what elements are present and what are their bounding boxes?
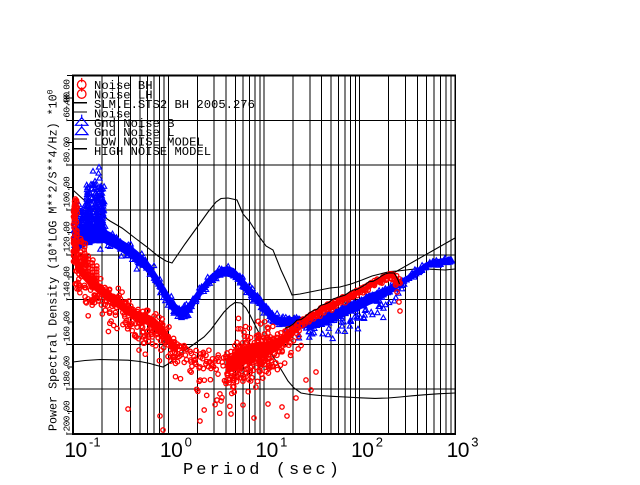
svg-text:10: 10 (447, 439, 469, 462)
svg-text:Power Spectral Density (10*LOG: Power Spectral Density (10*LOG M**2/S**4… (47, 89, 61, 431)
svg-text:-200.00: -200.00 (62, 400, 73, 436)
svg-text:10: 10 (160, 439, 182, 462)
svg-text:1: 1 (280, 435, 287, 450)
svg-text:Period (sec): Period (sec) (183, 461, 342, 480)
svg-text:-140.00: -140.00 (62, 266, 73, 302)
svg-text:0: 0 (185, 435, 192, 450)
svg-text:-60.00: -60.00 (62, 92, 73, 123)
svg-text:Noise: Noise (94, 107, 131, 121)
svg-text:-100.00: -100.00 (62, 176, 73, 212)
svg-text:10: 10 (64, 439, 86, 462)
svg-text:-40.00: -40.00 (62, 79, 73, 110)
svg-text:10: 10 (351, 439, 373, 462)
svg-text:SLM.E.STS2 BH 2005.276: SLM.E.STS2 BH 2005.276 (94, 98, 255, 112)
svg-text:-80.00: -80.00 (62, 136, 73, 167)
svg-text:-180.00: -180.00 (62, 355, 73, 391)
svg-text:3: 3 (471, 435, 478, 450)
svg-text:Noise LH: Noise LH (94, 89, 153, 103)
svg-text:Gnd Noise L: Gnd Noise L (94, 126, 174, 140)
svg-text:Gnd Noise B: Gnd Noise B (94, 117, 174, 131)
svg-text:-120.00: -120.00 (62, 221, 73, 257)
svg-text:HIGH NOISE MODEL: HIGH NOISE MODEL (94, 145, 211, 159)
svg-text:2: 2 (376, 435, 383, 450)
svg-text:LOW NOISE MODEL: LOW NOISE MODEL (94, 136, 204, 150)
svg-text:10: 10 (255, 439, 277, 462)
svg-text:Noise BH: Noise BH (94, 79, 153, 93)
svg-text:-1: -1 (89, 435, 101, 450)
svg-text:-160.00: -160.00 (62, 311, 73, 347)
